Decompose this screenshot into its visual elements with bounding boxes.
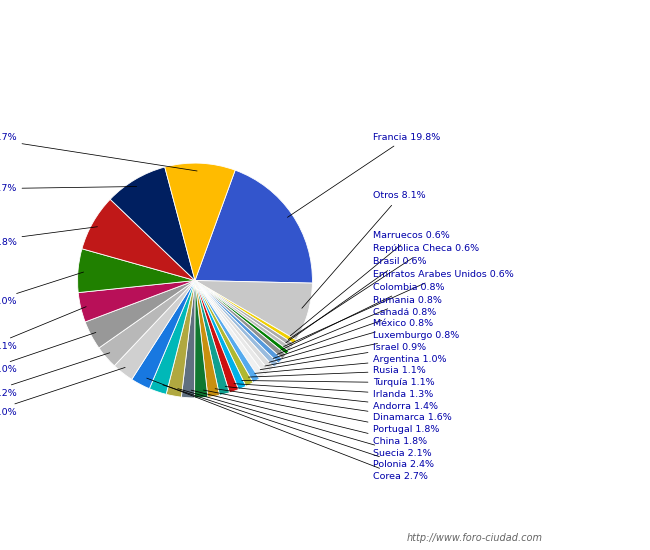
Wedge shape bbox=[150, 280, 195, 394]
Wedge shape bbox=[195, 280, 294, 348]
Wedge shape bbox=[195, 280, 278, 367]
Text: Rumania 0.8%: Rumania 0.8% bbox=[277, 296, 443, 354]
Wedge shape bbox=[111, 167, 195, 280]
Wedge shape bbox=[195, 280, 313, 340]
Text: Alemania 9.7%: Alemania 9.7% bbox=[0, 133, 197, 171]
Text: Italia 6.0%: Italia 6.0% bbox=[0, 272, 84, 306]
Wedge shape bbox=[114, 280, 195, 380]
Text: Luxemburgo 0.8%: Luxemburgo 0.8% bbox=[265, 331, 460, 366]
Text: Rusia 1.1%: Rusia 1.1% bbox=[248, 366, 426, 377]
Text: Francia 19.8%: Francia 19.8% bbox=[287, 133, 441, 217]
Wedge shape bbox=[78, 280, 195, 322]
Text: Argentina 1.0%: Argentina 1.0% bbox=[255, 355, 447, 373]
Wedge shape bbox=[195, 280, 229, 395]
Wedge shape bbox=[164, 163, 235, 280]
Wedge shape bbox=[195, 280, 286, 359]
Text: Otros 8.1%: Otros 8.1% bbox=[302, 191, 426, 308]
Wedge shape bbox=[195, 280, 291, 351]
Wedge shape bbox=[195, 280, 253, 386]
Text: Suiza 3.0%: Suiza 3.0% bbox=[0, 367, 125, 416]
Text: Andorra 1.4%: Andorra 1.4% bbox=[225, 387, 439, 411]
Wedge shape bbox=[195, 280, 274, 371]
Text: Marruecos 0.6%: Marruecos 0.6% bbox=[291, 232, 450, 336]
Wedge shape bbox=[195, 280, 270, 375]
Wedge shape bbox=[77, 249, 195, 293]
Text: Suecia 2.1%: Suecia 2.1% bbox=[178, 389, 432, 458]
Text: República Checa 0.6%: República Checa 0.6% bbox=[288, 244, 480, 339]
Text: China 1.8%: China 1.8% bbox=[191, 390, 428, 446]
Wedge shape bbox=[195, 280, 239, 393]
Text: Polonia 2.4%: Polonia 2.4% bbox=[163, 385, 434, 469]
Text: Bélgica 3.2%: Bélgica 3.2% bbox=[0, 353, 110, 398]
Wedge shape bbox=[195, 280, 265, 378]
Text: Sant Cugat del Vallès - Turistas extranjeros según país - Abril de 2024: Sant Cugat del Vallès - Turistas extranj… bbox=[62, 12, 588, 24]
Text: Portugal 1.8%: Portugal 1.8% bbox=[203, 390, 440, 434]
Text: México 0.8%: México 0.8% bbox=[269, 320, 434, 362]
Wedge shape bbox=[82, 199, 195, 280]
Text: http://www.foro-ciudad.com: http://www.foro-ciudad.com bbox=[406, 534, 543, 543]
Wedge shape bbox=[195, 280, 220, 397]
Wedge shape bbox=[132, 280, 195, 389]
Text: Dinamarca 1.6%: Dinamarca 1.6% bbox=[215, 389, 452, 422]
Wedge shape bbox=[166, 280, 195, 397]
Text: Reino Unido 7.8%: Reino Unido 7.8% bbox=[0, 227, 98, 248]
Wedge shape bbox=[195, 280, 296, 344]
Text: Canadá 0.8%: Canadá 0.8% bbox=[273, 307, 437, 359]
Wedge shape bbox=[195, 280, 259, 382]
Wedge shape bbox=[195, 280, 246, 389]
Text: Israel 0.9%: Israel 0.9% bbox=[260, 343, 426, 370]
Wedge shape bbox=[195, 280, 289, 355]
Text: Irlanda 1.3%: Irlanda 1.3% bbox=[234, 384, 434, 399]
Wedge shape bbox=[195, 280, 282, 364]
Wedge shape bbox=[195, 170, 313, 283]
Wedge shape bbox=[194, 280, 208, 398]
Text: Corea 2.7%: Corea 2.7% bbox=[147, 378, 428, 481]
Wedge shape bbox=[99, 280, 195, 366]
Text: Austria 4.0%: Austria 4.0% bbox=[0, 332, 96, 374]
Text: Turquía 1.1%: Turquía 1.1% bbox=[242, 378, 435, 387]
Text: EEUU 4.1%: EEUU 4.1% bbox=[0, 307, 86, 351]
Wedge shape bbox=[85, 280, 195, 348]
Text: Brasil 0.6%: Brasil 0.6% bbox=[286, 257, 427, 343]
Text: Colombia 0.8%: Colombia 0.8% bbox=[281, 283, 445, 350]
Text: Países Bajos 8.7%: Países Bajos 8.7% bbox=[0, 184, 136, 194]
Text: Emiratos Arabes Unidos 0.6%: Emiratos Arabes Unidos 0.6% bbox=[283, 270, 514, 346]
Wedge shape bbox=[181, 280, 195, 398]
